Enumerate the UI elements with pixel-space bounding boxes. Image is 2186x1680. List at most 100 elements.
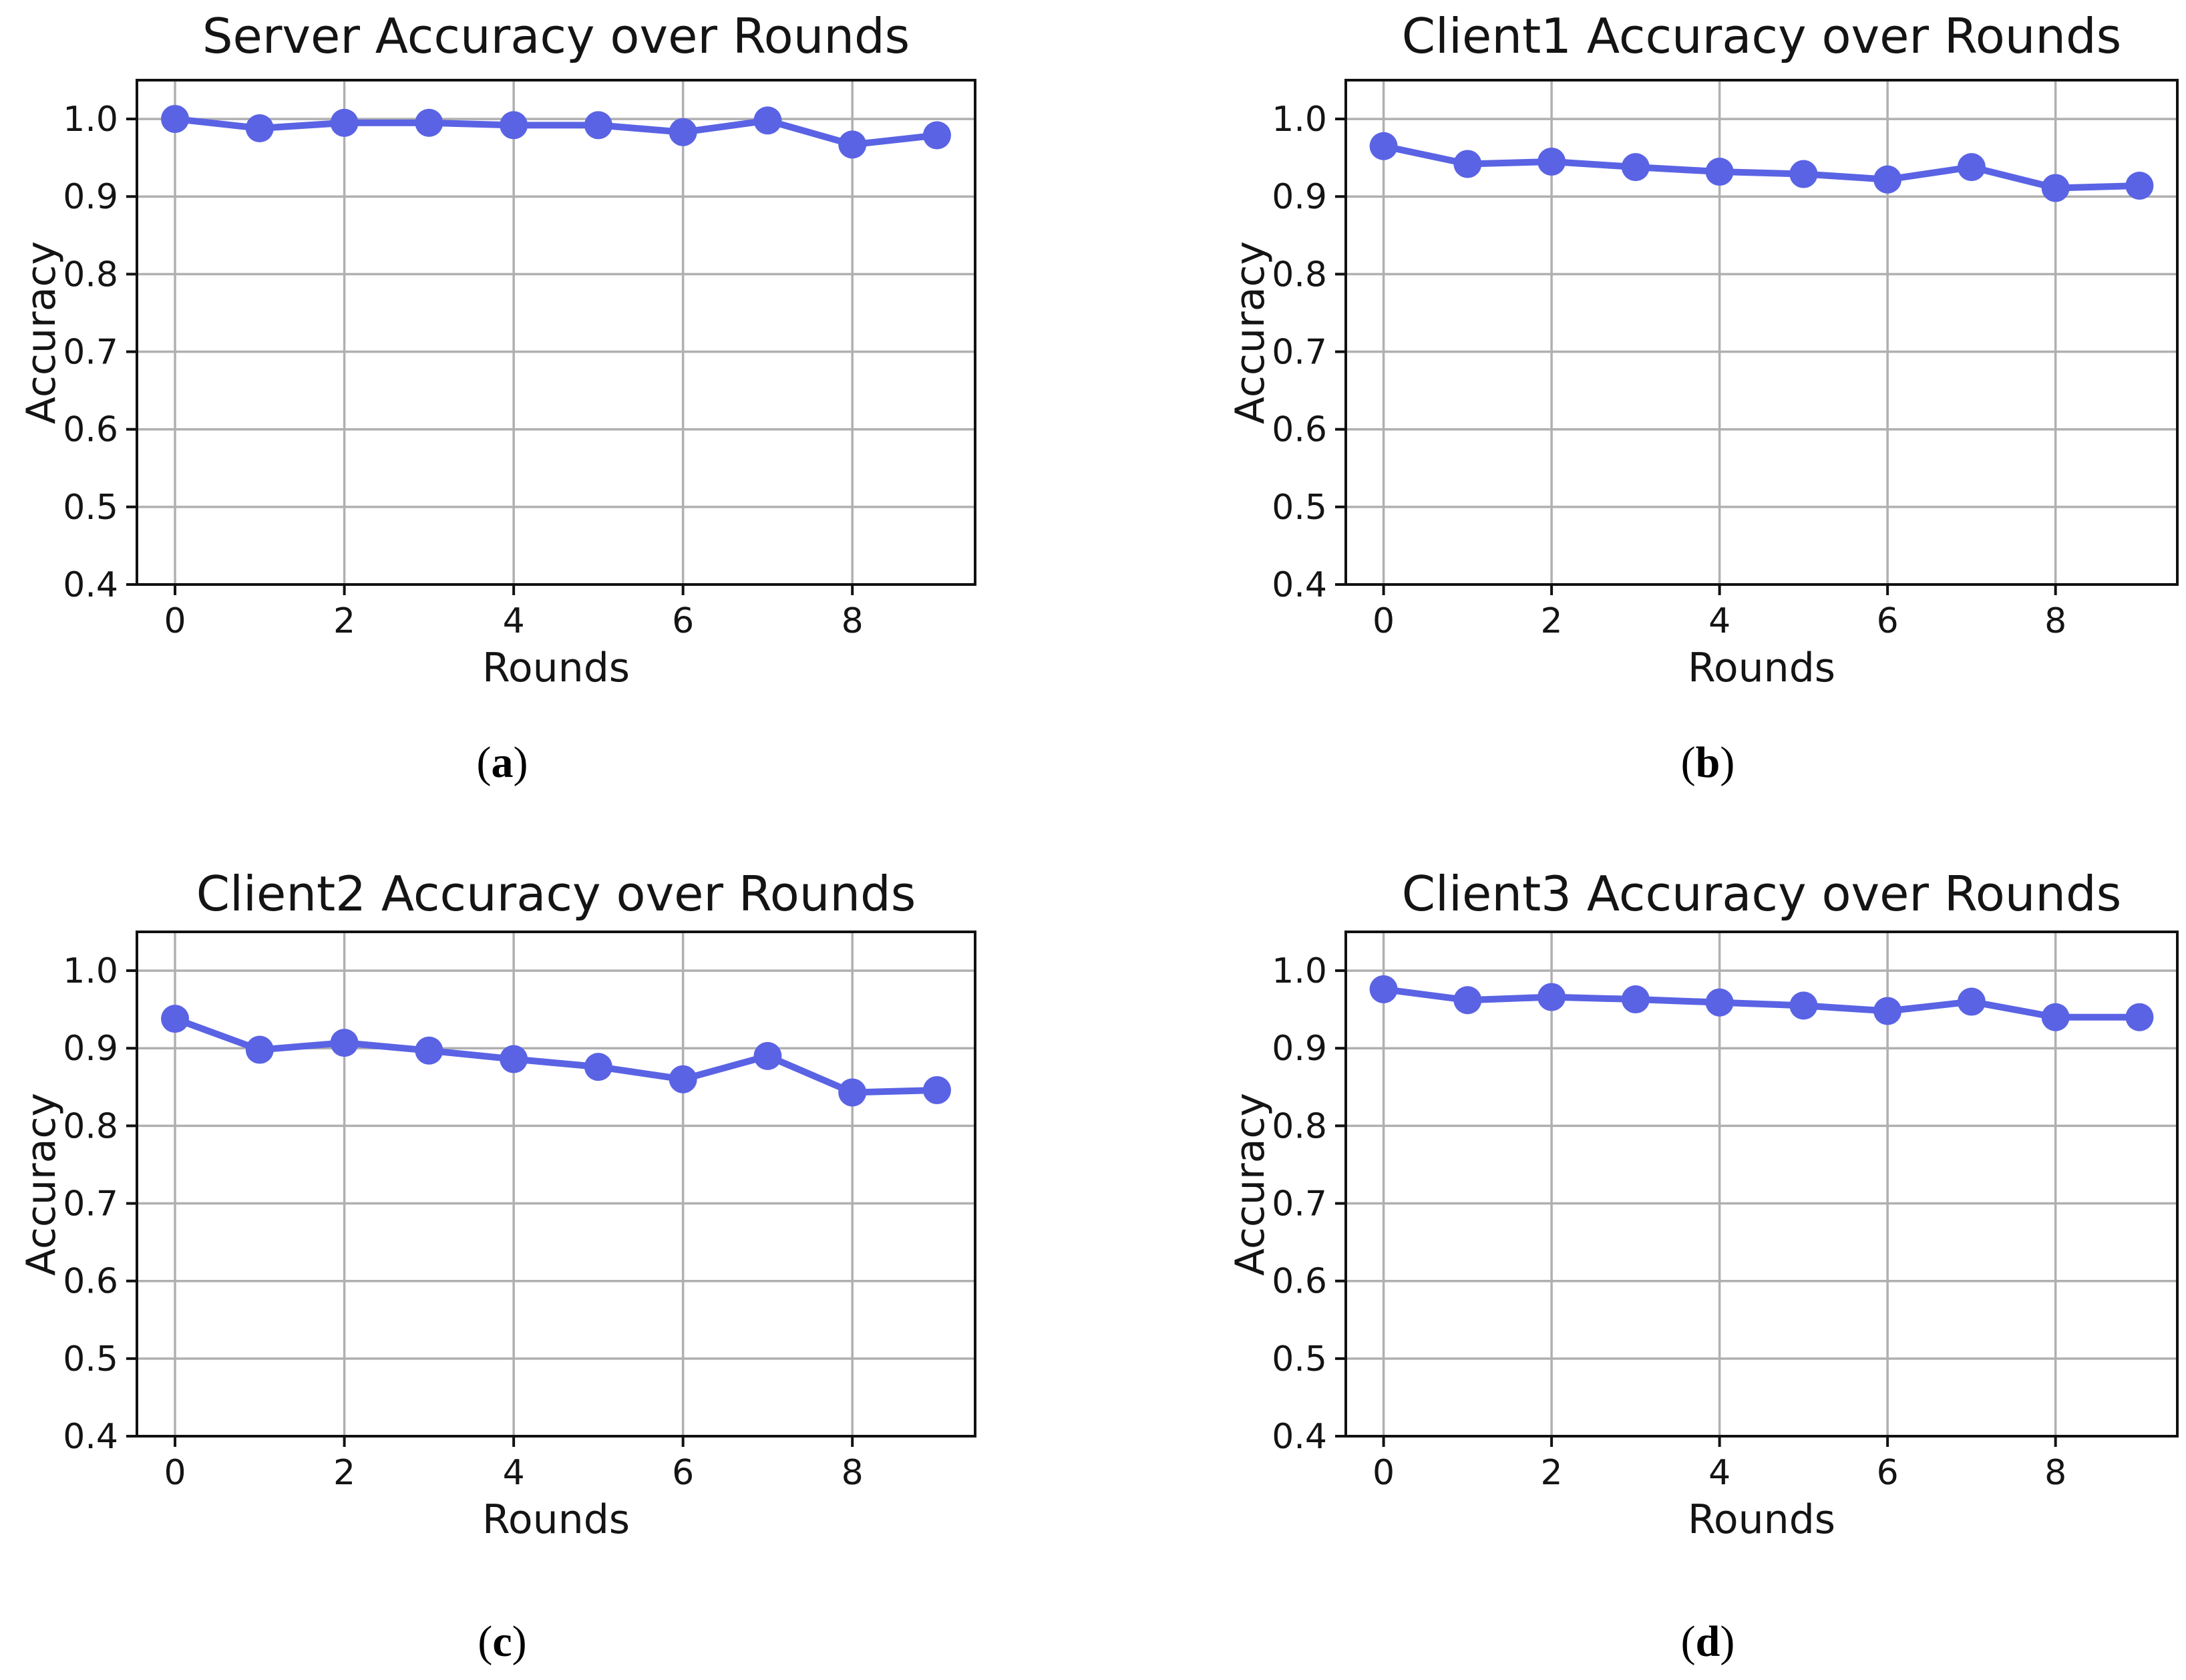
data-points <box>1369 132 2154 202</box>
chart-panel-client3: 0 2 4 6 8 1.0 0.9 0.8 0.7 0.6 0.5 0.4 Client3 Accur… <box>1093 840 2186 1680</box>
x-tick-label: 2 <box>333 601 355 641</box>
data-point <box>330 1029 359 1057</box>
y-tick-labels: 1.0 0.9 0.8 0.7 0.6 0.5 0.4 <box>63 100 118 605</box>
data-point <box>1789 160 1818 188</box>
y-tick-label: 0.6 <box>1272 410 1327 450</box>
x-tick-label: 8 <box>842 1453 864 1493</box>
data-point <box>161 1005 190 1033</box>
y-axis-label-server: Accuracy <box>18 240 65 424</box>
data-point <box>1873 997 1902 1025</box>
x-tick-label: 4 <box>503 1453 525 1493</box>
x-tick-label: 2 <box>333 1453 355 1493</box>
chart-panel-server: 0 2 4 6 8 1.0 0.9 0.8 0.7 0.6 0.5 0.4 Server Accura… <box>0 0 1093 840</box>
x-tick-label: 6 <box>672 601 694 641</box>
chart-title-client3: Client3 Accuracy over Rounds <box>1401 866 2122 922</box>
y-tick-label: 1.0 <box>63 951 118 991</box>
y-tick-label: 0.5 <box>1272 488 1327 528</box>
plot-area-server: 0 2 4 6 8 1.0 0.9 0.8 0.7 0.6 0.5 0.4 <box>63 79 976 641</box>
data-point <box>584 1053 612 1081</box>
data-points <box>161 1005 951 1107</box>
plot-border <box>1344 931 2179 1438</box>
data-point <box>1537 147 1566 176</box>
grid-lines <box>137 932 975 1438</box>
x-tick-label: 0 <box>164 1453 186 1493</box>
y-tick-label: 0.4 <box>63 1417 118 1457</box>
subfigure-caption-c: (c) <box>478 1617 527 1666</box>
data-point <box>1957 987 1986 1016</box>
data-point <box>500 1045 528 1073</box>
data-point <box>922 121 951 150</box>
y-tick-label: 0.8 <box>63 255 118 295</box>
y-tick-label: 0.5 <box>63 1339 118 1379</box>
y-tick-label: 0.9 <box>1272 1029 1327 1069</box>
x-tick-labels: 0 2 4 6 8 <box>1373 1453 2066 1493</box>
data-point <box>838 1078 867 1107</box>
y-tick-label: 0.7 <box>63 1184 118 1224</box>
subfigure-caption-a: (a) <box>476 738 528 787</box>
chart-panel-client2: 0 2 4 6 8 1.0 0.9 0.8 0.7 0.6 0.5 0.4 Client2 Accur… <box>0 840 1093 1680</box>
x-axis-label-client2: Rounds <box>482 1496 630 1543</box>
chart-title-client2: Client2 Accuracy over Rounds <box>196 866 916 922</box>
data-point <box>415 108 443 137</box>
data-point <box>753 106 782 135</box>
x-tick-label: 2 <box>1541 1453 1563 1493</box>
x-axis-label-client1: Rounds <box>1687 645 1836 691</box>
x-tick-label: 4 <box>1708 601 1730 641</box>
subfigure-caption-b: (b) <box>1680 738 1735 787</box>
x-tick-labels: 0 2 4 6 8 <box>1373 601 2066 641</box>
data-points <box>1369 975 2154 1031</box>
chart-panel-client1: 0 2 4 6 8 1.0 0.9 0.8 0.7 0.6 0.5 0.4 Client1 Accur… <box>1093 0 2186 840</box>
y-tick-label: 0.6 <box>1272 1262 1327 1302</box>
x-tick-label: 8 <box>2044 601 2066 641</box>
axis-tick-marks <box>126 118 854 595</box>
y-tick-labels: 1.0 0.9 0.8 0.7 0.6 0.5 0.4 <box>1272 100 1327 605</box>
data-line <box>1380 985 2143 1021</box>
data-point <box>330 108 359 137</box>
data-point <box>245 114 274 143</box>
data-point <box>1369 975 1398 1003</box>
x-tick-label: 0 <box>164 601 186 641</box>
x-tick-label: 6 <box>1877 1453 1899 1493</box>
data-points <box>161 105 951 159</box>
data-point <box>2125 171 2154 200</box>
x-tick-label: 8 <box>842 601 864 641</box>
subfigure-caption-d: (d) <box>1680 1617 1735 1666</box>
y-tick-label: 0.8 <box>1272 1106 1327 1146</box>
data-line <box>172 1015 940 1096</box>
x-axis-label-client3: Rounds <box>1687 1496 1836 1543</box>
data-point <box>2125 1003 2154 1031</box>
x-tick-label: 4 <box>503 601 525 641</box>
y-tick-label: 1.0 <box>1272 100 1327 140</box>
y-tick-label: 0.5 <box>63 488 118 528</box>
y-axis-label-client1: Accuracy <box>1227 240 1274 424</box>
data-point <box>1705 988 1734 1017</box>
data-point <box>500 111 528 140</box>
data-point <box>1453 150 1482 178</box>
x-tick-label: 0 <box>1373 601 1395 641</box>
y-tick-labels: 1.0 0.9 0.8 0.7 0.6 0.5 0.4 <box>1272 951 1327 1457</box>
y-tick-label: 0.4 <box>1272 565 1327 605</box>
x-tick-label: 8 <box>2044 1453 2066 1493</box>
data-line <box>172 116 940 148</box>
data-point <box>669 1065 697 1094</box>
data-point <box>584 111 612 140</box>
x-tick-label: 4 <box>1708 1453 1730 1493</box>
chart-title-server: Server Accuracy over Rounds <box>202 8 910 64</box>
data-line <box>1380 142 2143 192</box>
plot-border <box>1344 79 2179 586</box>
y-axis-label-client3: Accuracy <box>1227 1092 1274 1276</box>
plot-area-client1: 0 2 4 6 8 1.0 0.9 0.8 0.7 0.6 0.5 0.4 <box>1272 79 2179 641</box>
y-axis-label-client2: Accuracy <box>18 1092 65 1276</box>
x-tick-labels: 0 2 4 6 8 <box>164 601 863 641</box>
data-point <box>2041 1003 2070 1031</box>
data-point <box>838 130 867 159</box>
y-tick-label: 1.0 <box>1272 951 1327 991</box>
y-tick-label: 0.8 <box>1272 255 1327 295</box>
data-point <box>1789 991 1818 1020</box>
y-tick-label: 0.8 <box>63 1106 118 1146</box>
data-point <box>669 118 697 146</box>
data-point <box>245 1035 274 1064</box>
x-tick-label: 2 <box>1541 601 1563 641</box>
data-point <box>1705 158 1734 186</box>
data-point <box>1621 985 1650 1014</box>
